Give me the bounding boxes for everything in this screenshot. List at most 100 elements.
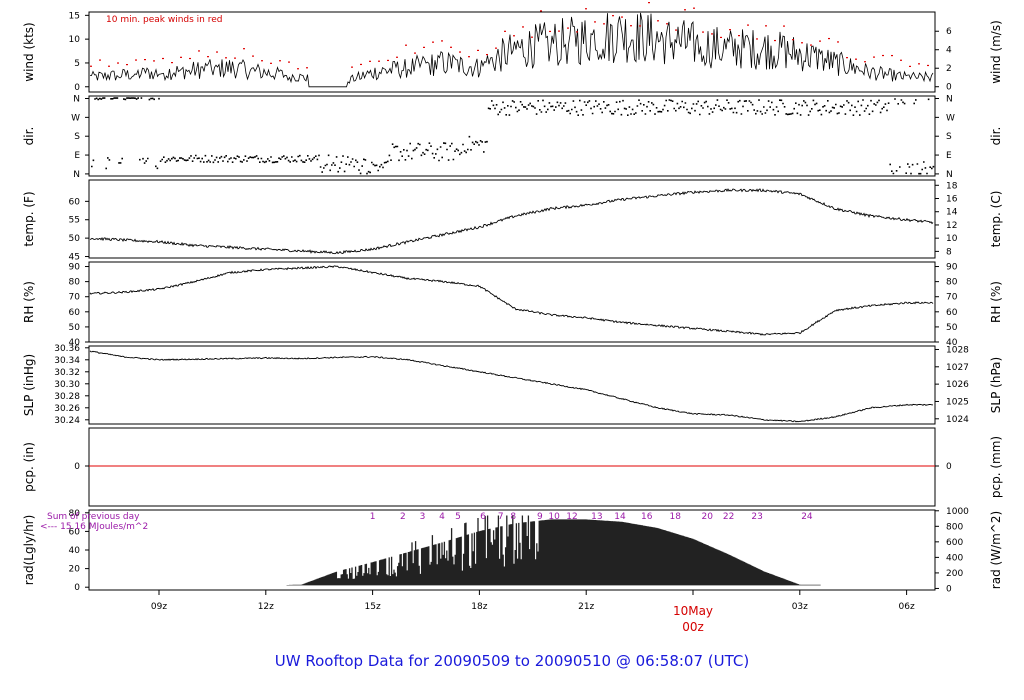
solar-event-marker: 12 <box>566 512 577 522</box>
x-tick-label: 09z <box>151 602 167 612</box>
left-axis-label: wind (kts) <box>22 22 36 81</box>
left-tick-label: 50 <box>69 234 81 244</box>
solar-event-marker: 23 <box>751 512 762 522</box>
wind-peak-mark <box>558 30 560 32</box>
wind-peak-mark <box>711 33 713 35</box>
right-tick-label: E <box>946 151 952 161</box>
right-tick-label: 80 <box>946 278 958 288</box>
right-tick-label: 200 <box>946 569 963 579</box>
wind-peak-mark <box>882 54 884 57</box>
left-tick-label: 90 <box>69 263 81 273</box>
wind-peak-mark <box>693 7 695 9</box>
left-axis-label: rad(Lgly/hr) <box>22 515 36 586</box>
right-tick-label: 2 <box>946 64 952 74</box>
left-tick-label: 60 <box>69 527 81 537</box>
wind-peak-mark <box>387 59 389 62</box>
left-tick-label: N <box>73 95 80 105</box>
wind-peak-mark <box>423 46 425 48</box>
wind-peak-mark <box>162 57 164 60</box>
solar-event-marker: 3 <box>420 512 426 522</box>
wind-peak-mark <box>297 68 299 70</box>
left-tick-label: 80 <box>69 509 81 519</box>
wind-peak-mark <box>126 64 128 66</box>
right-tick-label: 50 <box>946 323 958 333</box>
right-tick-label: 600 <box>946 538 963 548</box>
wind-peak-mark <box>792 39 794 41</box>
wind-peak-mark <box>540 10 542 12</box>
wind-peak-mark <box>657 20 659 22</box>
left-tick-label: 55 <box>69 216 80 226</box>
wind-peak-mark <box>270 62 272 64</box>
slp-panel-frame <box>88 345 936 425</box>
right-tick-label: 0 <box>946 83 952 93</box>
temp-panel-frame <box>88 179 936 259</box>
left-axis-label: pcp. (in) <box>22 442 36 492</box>
wind-peak-mark <box>198 50 200 52</box>
wind-peak-mark <box>621 16 623 18</box>
right-tick-label: 1027 <box>946 363 969 373</box>
right-axis-label: SLP (hPa) <box>989 357 1003 413</box>
right-tick-label: N <box>946 170 953 180</box>
solar-event-marker: 6 <box>480 512 486 522</box>
wind-peak-mark <box>153 60 155 62</box>
wind-peak-mark <box>846 57 848 59</box>
wind-peak-mark <box>765 25 767 27</box>
wind-peak-mark <box>504 30 506 32</box>
x-tick-label: 15z <box>365 602 381 612</box>
left-tick-label: 80 <box>69 278 81 288</box>
right-tick-label: 6 <box>946 27 952 37</box>
right-tick-label: 1026 <box>946 380 969 390</box>
left-axis-label: SLP (inHg) <box>22 354 36 416</box>
right-tick-label: 4 <box>946 46 952 56</box>
solar-event-marker: 18 <box>669 512 681 522</box>
wind-peak-mark <box>522 26 524 28</box>
wind-peak-mark <box>495 47 497 49</box>
wind-direction-marks <box>91 97 935 175</box>
wind-peak-mark <box>918 63 920 65</box>
left-tick-label: 30.24 <box>54 416 80 426</box>
wind-peak-mark <box>144 59 146 61</box>
solar-event-marker: 16 <box>641 512 653 522</box>
wind-peak-mark <box>810 44 812 46</box>
wind-peak-mark <box>729 29 731 31</box>
wind-peak-mark <box>531 36 533 38</box>
right-tick-label: 18 <box>946 181 958 191</box>
right-tick-label: 60 <box>946 308 958 318</box>
left-axis-label: dir. <box>22 127 36 146</box>
wind-peak-mark <box>702 31 704 33</box>
wind-peak-mark <box>738 35 740 37</box>
solar-event-marker: 5 <box>455 512 461 522</box>
right-tick-label: 1028 <box>946 345 969 355</box>
left-tick-label: 30.32 <box>54 368 80 378</box>
right-tick-label: S <box>946 132 952 142</box>
solar-event-marker: 7 <box>498 512 504 522</box>
wind-peak-mark <box>450 46 452 48</box>
wind-peak-mark <box>675 29 677 31</box>
right-tick-label: 0 <box>946 584 952 594</box>
wind-peak-mark <box>117 62 119 64</box>
wind-peak-mark <box>828 37 830 40</box>
pcp-panel-frame <box>88 427 936 507</box>
wind-panel-frame <box>88 11 936 93</box>
dir-panel-frame <box>88 95 936 177</box>
left-tick-label: 40 <box>69 338 81 348</box>
wind-peak-mark <box>396 56 398 58</box>
wind-peak-mark <box>585 8 587 10</box>
x-tick-label: 18z <box>471 602 487 612</box>
wind-peak-mark <box>837 41 839 43</box>
wind-peak-mark <box>369 60 371 62</box>
wind-peak-mark <box>819 40 821 42</box>
wind-peak-mark <box>747 24 749 26</box>
solar-event-marker: 2 <box>400 512 406 522</box>
x-tick-label: 06z <box>899 602 915 612</box>
left-tick-label: 30.30 <box>54 380 80 390</box>
temperature-line <box>89 188 934 255</box>
wind-peak-mark <box>639 25 641 27</box>
wind-peak-mark <box>630 25 632 27</box>
right-axis-label: temp. (C) <box>989 191 1003 248</box>
left-tick-label: N <box>73 170 80 180</box>
right-tick-label: 12 <box>946 221 957 231</box>
rh-panel-frame <box>88 261 936 343</box>
date-marker-label: 10May <box>673 604 713 618</box>
wind-peak-mark <box>648 2 650 4</box>
